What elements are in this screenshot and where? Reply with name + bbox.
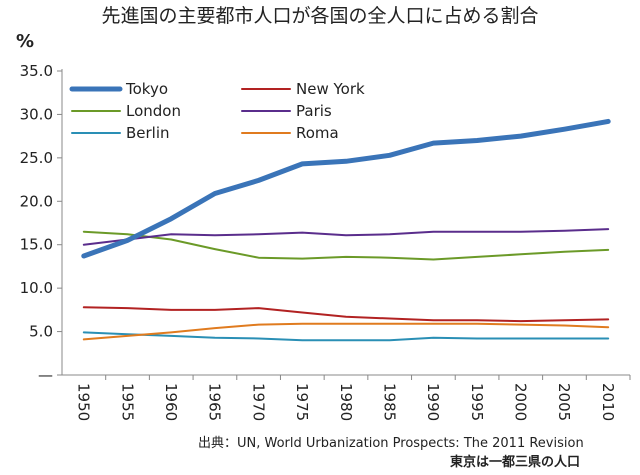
x-tick-label: 1985 xyxy=(380,383,398,421)
y-tick-label: 35.0 xyxy=(20,62,53,80)
y-tick-label: 30.0 xyxy=(20,105,53,123)
axes xyxy=(61,69,630,376)
series-line-berlin xyxy=(82,331,610,342)
legend-label: Roma xyxy=(296,124,339,142)
x-tick-label: 1975 xyxy=(293,383,311,421)
legend: Tokyo New York London Paris Berlin Roma xyxy=(69,80,365,142)
x-tick-label: 1960 xyxy=(162,383,180,421)
series-line-paris xyxy=(82,228,610,246)
x-tick-label: 1970 xyxy=(249,383,267,421)
legend-label: Berlin xyxy=(126,124,170,142)
legend-label: Paris xyxy=(296,102,332,120)
x-tick-label: 1995 xyxy=(468,383,486,421)
x-tick-label: 1955 xyxy=(118,383,136,421)
x-tick-label: 1965 xyxy=(206,383,224,421)
y-tick-label: 15.0 xyxy=(20,236,53,254)
y-tick-label: 10.0 xyxy=(20,279,53,297)
x-tick-label: 2010 xyxy=(599,383,617,421)
y-tick-label: 5.0 xyxy=(29,323,53,341)
legend-label: New York xyxy=(296,80,365,98)
series-line-roma xyxy=(82,322,610,341)
x-tick-label: 1980 xyxy=(337,383,355,421)
x-tick-label: 1950 xyxy=(75,383,93,421)
series-line-tokyo xyxy=(81,118,611,259)
chart-title: 先進国の主要都市人口が各国の全人口に占める割合 xyxy=(101,5,538,27)
y-tick-label: 20.0 xyxy=(20,192,53,210)
x-tick-label: 1990 xyxy=(424,383,442,421)
y-tick-label: 25.0 xyxy=(20,149,53,167)
x-tick-label: 2005 xyxy=(555,383,573,421)
legend-label: London xyxy=(126,102,181,120)
source-note: 出典：UN, World Urbanization Prospects: The… xyxy=(198,436,584,451)
series-lines xyxy=(81,118,611,342)
y-axis-ticks: — 5.0 10.0 15.0 20.0 25.0 30.0 35.0 xyxy=(20,62,62,384)
series-line-new-york xyxy=(82,306,610,323)
series-line-london xyxy=(82,230,610,261)
x-axis-ticks: 1950 1955 1960 1965 1970 1975 1980 1985 1990 1995… xyxy=(75,375,631,421)
y-axis-unit-label: % xyxy=(16,31,34,52)
legend-label: Tokyo xyxy=(125,80,168,98)
y-tick-label: — xyxy=(38,366,53,384)
x-tick-label: 2000 xyxy=(512,383,530,421)
footnote: 東京は一都三県の人口 xyxy=(450,454,580,470)
